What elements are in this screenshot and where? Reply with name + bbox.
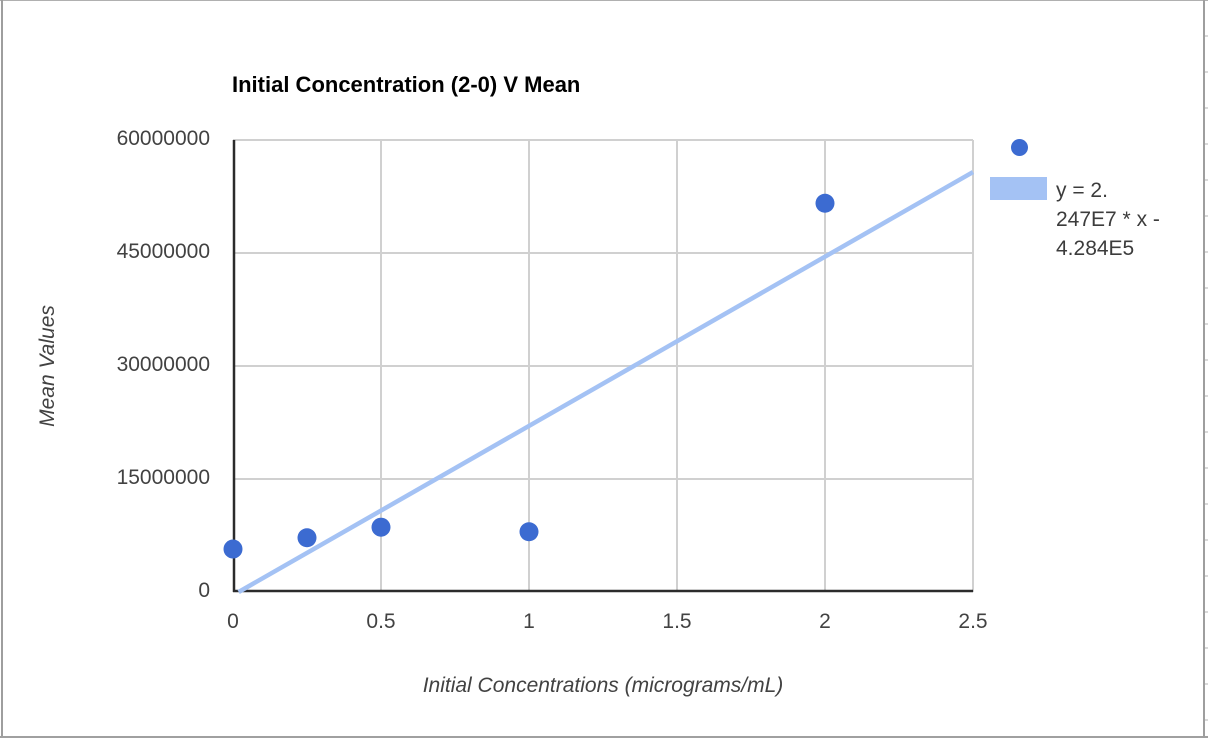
spreadsheet-row-mark xyxy=(1205,359,1208,361)
spreadsheet-row-mark xyxy=(1205,539,1208,541)
data-point[interactable] xyxy=(371,517,391,537)
spreadsheet-row-mark xyxy=(1205,287,1208,289)
x-tick-label: 1.5 xyxy=(662,610,692,633)
plot-area[interactable] xyxy=(223,139,975,594)
spreadsheet-row-mark xyxy=(1205,467,1208,469)
spreadsheet-row-mark xyxy=(1205,647,1208,649)
spreadsheet-edge-top xyxy=(0,0,1208,1)
spreadsheet-row-mark xyxy=(1205,35,1208,37)
y-tick-label: 45000000 xyxy=(116,240,210,263)
data-point[interactable] xyxy=(223,539,243,559)
spreadsheet-column-border xyxy=(1203,0,1205,738)
spreadsheet-row-mark xyxy=(1205,575,1208,577)
trendline-equation-label: y = 2. 247E7 * x - 4.284E5 xyxy=(1056,176,1208,263)
equation-line: 247E7 * x - xyxy=(1056,208,1160,231)
y-tick-label: 0 xyxy=(198,579,210,602)
x-tick-label: 2.5 xyxy=(958,610,988,633)
x-tick-label: 2 xyxy=(819,610,831,633)
spreadsheet-row-mark xyxy=(1205,611,1208,613)
spreadsheet-row-mark xyxy=(1205,179,1208,181)
spreadsheet-row-mark xyxy=(1205,431,1208,433)
equation-line: 4.284E5 xyxy=(1056,237,1135,260)
y-tick-label: 30000000 xyxy=(116,353,210,376)
data-point[interactable] xyxy=(815,193,835,213)
spreadsheet-row-mark xyxy=(1205,251,1208,253)
spreadsheet-row-mark xyxy=(1205,143,1208,145)
spreadsheet-row-mark xyxy=(1205,395,1208,397)
data-point[interactable] xyxy=(519,522,539,542)
x-axis-title: Initial Concentrations (micrograms/mL) xyxy=(422,674,784,697)
spreadsheet-row-mark xyxy=(1205,503,1208,505)
spreadsheet-row-mark xyxy=(1205,215,1208,217)
spreadsheet-row-mark xyxy=(1205,323,1208,325)
spreadsheet-edge-left xyxy=(1,0,3,738)
y-tick-label: 60000000 xyxy=(116,127,210,150)
spreadsheet-row-mark xyxy=(1205,719,1208,721)
spreadsheet-row-mark xyxy=(1205,107,1208,109)
x-tick-label: 0.5 xyxy=(366,610,396,633)
spreadsheet-edge-bottom xyxy=(0,736,1208,738)
trendline[interactable] xyxy=(237,170,975,594)
spreadsheet-row-mark xyxy=(1205,71,1208,73)
spreadsheet-row-mark xyxy=(1205,683,1208,685)
legend-trendline-swatch-icon xyxy=(990,177,1047,200)
legend-series-marker-icon xyxy=(1011,139,1028,156)
chart-title: Initial Concentration (2-0) V Mean xyxy=(232,72,581,97)
x-tick-label: 0 xyxy=(227,610,239,633)
equation-line: y = 2. xyxy=(1056,179,1108,202)
data-point[interactable] xyxy=(297,528,317,548)
y-tick-label: 15000000 xyxy=(116,466,210,489)
x-tick-label: 1 xyxy=(523,610,535,633)
